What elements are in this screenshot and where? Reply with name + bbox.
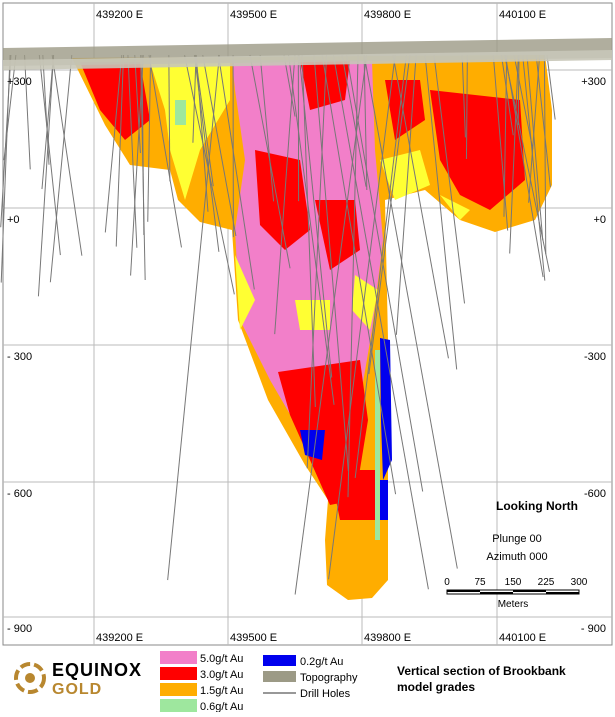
- easting-label: 439500 E: [230, 632, 277, 644]
- elevation-label: - 600: [7, 488, 32, 500]
- elevation-label: - 900: [581, 623, 606, 635]
- logo: [16, 664, 44, 692]
- elevation-label: +300: [7, 76, 32, 88]
- legend-swatch: [160, 667, 197, 680]
- easting-label: 440100 E: [499, 632, 546, 644]
- plunge-label: Plunge 00: [492, 533, 542, 545]
- legend-label: 0.2g/t Au: [300, 656, 343, 668]
- logo-line1: EQUINOX: [52, 660, 142, 680]
- legend-label: 3.0g/t Au: [200, 669, 243, 681]
- easting-label: 439500 E: [230, 9, 277, 21]
- scale-tick-label: 150: [505, 577, 522, 588]
- legend-label: 1.5g/t Au: [200, 685, 243, 697]
- legend-swatch: [263, 671, 296, 682]
- easting-label: 439200 E: [96, 632, 143, 644]
- legend-swatch: [160, 651, 197, 664]
- legend-label: 0.6g/t Au: [200, 701, 243, 712]
- caption-line: Vertical section of Brookbank: [397, 664, 566, 678]
- elevation-label: - 900: [7, 623, 32, 635]
- easting-label: 439800 E: [364, 632, 411, 644]
- elevation-label: +300: [581, 76, 606, 88]
- caption-line: model grades: [397, 680, 475, 694]
- scale-tick-label: 300: [571, 577, 588, 588]
- legend-label: 5.0g/t Au: [200, 653, 243, 665]
- elevation-label: - 300: [7, 351, 32, 363]
- view-label: Looking North: [496, 499, 578, 513]
- easting-label: 440100 E: [499, 9, 546, 21]
- legend: 5.0g/t Au 3.0g/t Au 1.5g/t Au 0.6g/t Au 0.2g…: [160, 651, 358, 712]
- legend-label: Topography: [300, 672, 358, 684]
- scale-unit: Meters: [498, 599, 529, 610]
- logo-line2: GOLD: [52, 681, 102, 698]
- scale-tick-label: 75: [474, 577, 486, 588]
- scale-tick-label: 225: [538, 577, 555, 588]
- elevation-label: -300: [584, 351, 606, 363]
- elevation-label: -600: [584, 488, 606, 500]
- legend-swatch: [160, 699, 197, 712]
- easting-label: 439200 E: [96, 9, 143, 21]
- elevation-label: +0: [7, 214, 20, 226]
- azimuth-label: Azimuth 000: [486, 551, 547, 563]
- legend-swatch: [160, 683, 197, 696]
- easting-label: 439800 E: [364, 9, 411, 21]
- elevation-label: +0: [593, 214, 606, 226]
- legend-label: Drill Holes: [300, 688, 351, 700]
- legend-swatch: [263, 655, 296, 666]
- scale-tick-label: 0: [444, 577, 450, 588]
